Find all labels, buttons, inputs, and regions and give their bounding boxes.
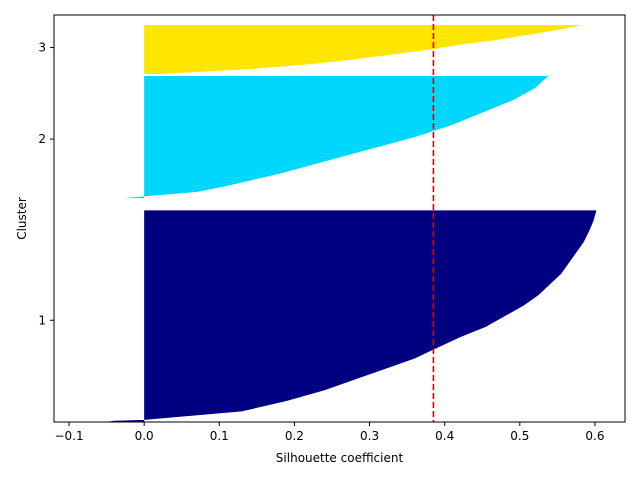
x-tick-label: 0.2: [285, 429, 304, 443]
cluster-band-3: [144, 25, 582, 75]
y-axis-ticks: 1 2 3: [38, 41, 54, 327]
plot-frame: [53, 14, 626, 423]
x-tick-label: −0.1: [54, 429, 83, 443]
y-tick-label: 2: [38, 132, 46, 146]
x-axis-ticks: −0.1 0.0 0.1 0.2 0.3 0.4 0.5 0.6: [54, 422, 604, 443]
silhouette-bands: [93, 25, 597, 422]
y-tick-label: 3: [38, 41, 46, 55]
x-tick-label: 0.6: [585, 429, 604, 443]
cluster-band-2: [123, 76, 549, 199]
x-tick-label: 0.5: [510, 429, 529, 443]
x-tick-label: 0.0: [135, 429, 154, 443]
y-axis-label: Cluster: [15, 197, 29, 240]
y-tick-label: 1: [38, 313, 46, 327]
x-axis-label: Silhouette coefficient: [276, 451, 404, 465]
x-tick-label: 0.3: [360, 429, 379, 443]
x-tick-label: 0.4: [435, 429, 454, 443]
x-tick-label: 0.1: [210, 429, 229, 443]
cluster-band-1: [93, 210, 597, 422]
